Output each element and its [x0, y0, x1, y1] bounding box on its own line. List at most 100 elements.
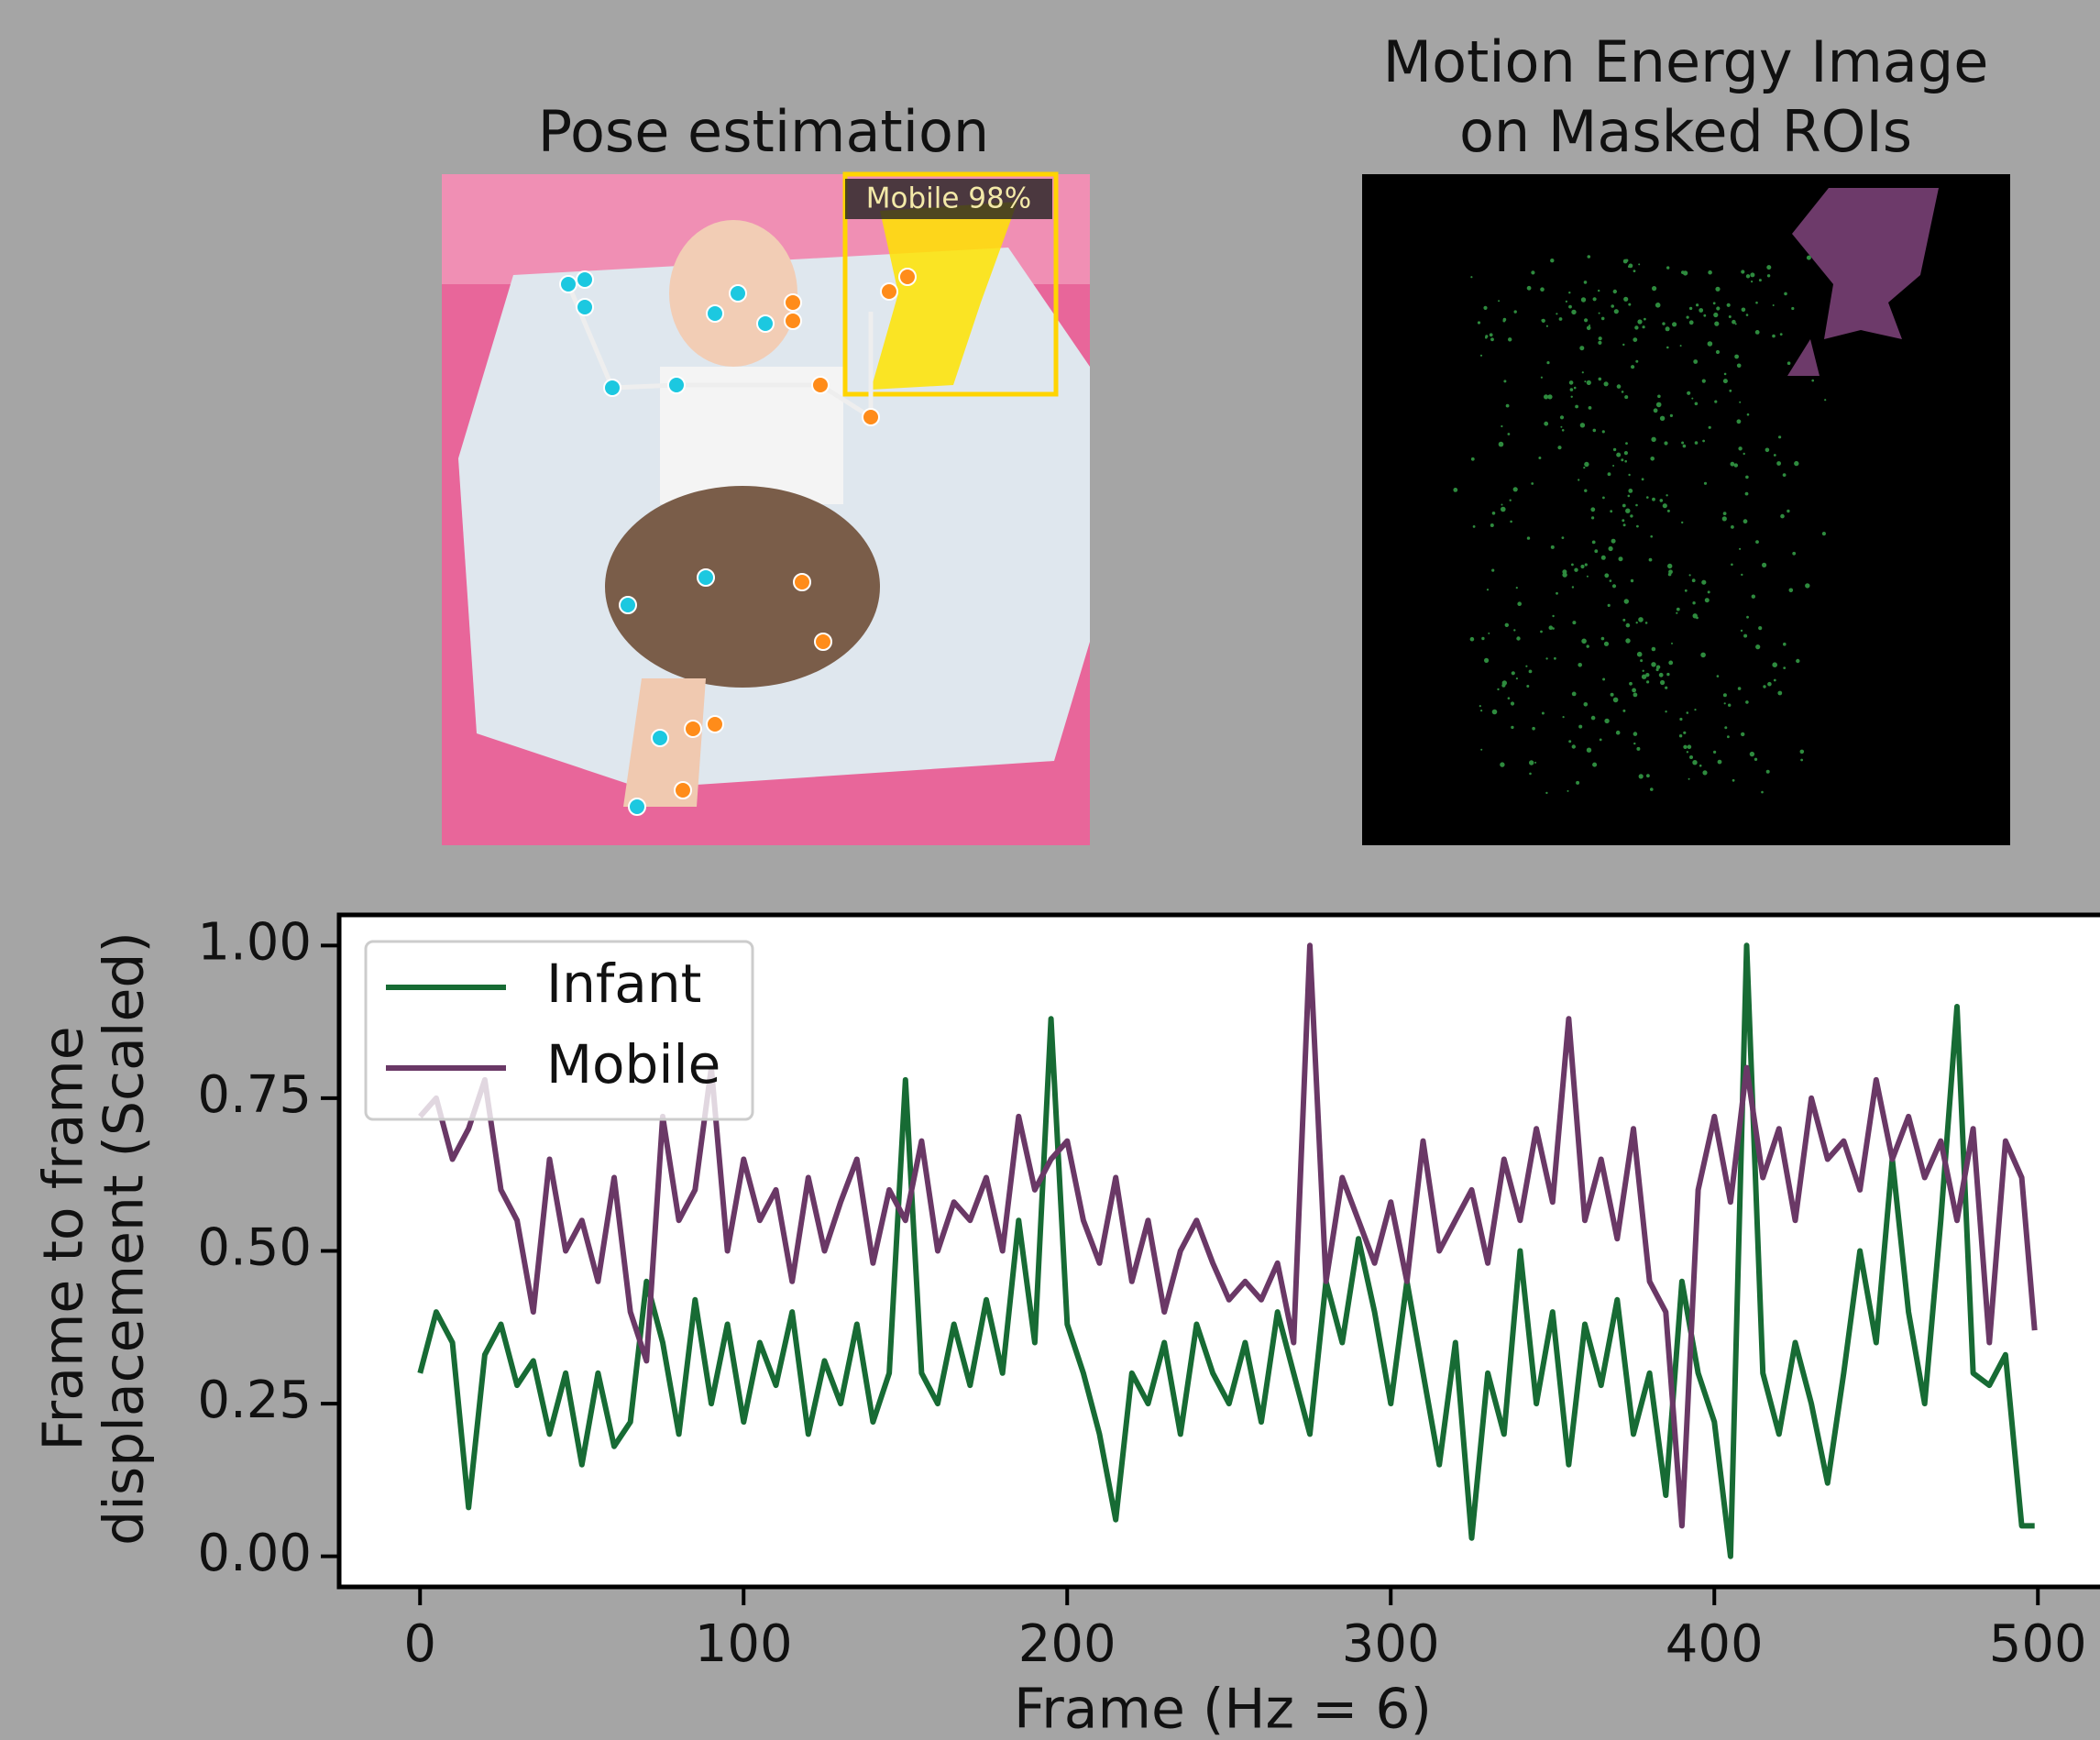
motion-speck [1738, 446, 1743, 451]
motion-speck [1687, 391, 1691, 395]
motion-speck [1584, 563, 1588, 567]
motion-speck [1693, 359, 1699, 364]
motion-speck [1646, 680, 1650, 684]
motion-speck [1586, 747, 1592, 753]
motion-speck [1483, 305, 1488, 310]
motion-speck [1627, 494, 1631, 498]
motion-speck [1544, 421, 1549, 426]
motion-speck [1743, 452, 1745, 456]
motion-speck [1778, 435, 1782, 439]
motion-speck [1554, 656, 1556, 660]
motion-speck [1491, 512, 1496, 515]
y-tick-label: 0.50 [197, 1218, 312, 1278]
motion-speck [1692, 601, 1696, 605]
motion-speck [1583, 702, 1589, 707]
motion-speck [1611, 584, 1617, 589]
motion-speck [1603, 641, 1610, 646]
motion-speck [1659, 415, 1666, 421]
motion-speck [1644, 622, 1648, 624]
motion-speck [1646, 774, 1650, 778]
motion-speck [1762, 562, 1767, 568]
motion-speck [1664, 441, 1668, 446]
motion-speck [1682, 270, 1688, 276]
motion-speck [1671, 642, 1673, 644]
motion-speck [1638, 263, 1641, 266]
motion-speck [1750, 272, 1755, 278]
motion-speck [1716, 675, 1720, 677]
motion-speck [1488, 632, 1490, 634]
motion-speck [1736, 419, 1742, 424]
motion-speck [1633, 692, 1638, 698]
motion-speck [1498, 441, 1504, 447]
motion-speck [1824, 399, 1827, 402]
motion-speck [1581, 638, 1587, 644]
motion-speck [1557, 446, 1562, 450]
motion-speck [1740, 629, 1743, 633]
motion-speck [1676, 607, 1680, 611]
detection-label: Mobile 98% [866, 182, 1031, 215]
motion-speck [1628, 303, 1632, 306]
motion-speck [1615, 730, 1621, 735]
motion-speck [1610, 510, 1613, 513]
motion-speck [1601, 430, 1605, 434]
motion-speck [1722, 512, 1727, 515]
motion-speck [1469, 636, 1475, 642]
motion-speck [1567, 789, 1569, 792]
motion-speck [1672, 322, 1677, 327]
motion-speck [1745, 274, 1751, 279]
motion-speck [1515, 587, 1518, 589]
motion-speck [1746, 413, 1750, 416]
motion-speck [1728, 703, 1732, 707]
motion-speck [1708, 270, 1712, 275]
motion-speck [1715, 349, 1721, 355]
motion-speck [1628, 265, 1631, 269]
motion-speck [1737, 687, 1742, 690]
motion-speck [1708, 425, 1711, 429]
motion-speck [1579, 346, 1585, 351]
motion-speck [1571, 744, 1577, 749]
motion-speck [1657, 394, 1661, 399]
motion-speck [1501, 424, 1503, 428]
motion-speck [1734, 323, 1737, 325]
motion-speck [1586, 380, 1591, 385]
motion-speck [1498, 300, 1501, 303]
panel-title: on Masked ROIs [1459, 98, 1912, 165]
motion-speck [1587, 255, 1591, 259]
motion-speck [1717, 759, 1722, 765]
motion-speck [1668, 569, 1673, 575]
motion-speck [1703, 314, 1707, 317]
motion-speck [1655, 665, 1661, 669]
motion-speck [1540, 287, 1545, 292]
motion-speck [1765, 769, 1770, 774]
motion-speck [1569, 388, 1574, 391]
motion-speck [1502, 317, 1507, 322]
x-tick-label: 500 [1989, 1614, 2087, 1674]
motion-speck [1583, 467, 1586, 469]
motion-speck [1727, 735, 1730, 739]
motion-speck [1724, 726, 1728, 730]
motion-speck [1683, 731, 1687, 734]
motion-speck [1604, 573, 1610, 578]
motion-speck [1526, 285, 1532, 291]
motion-speck [1505, 403, 1510, 408]
x-tick-label: 100 [695, 1614, 793, 1674]
motion-speck [1632, 688, 1636, 693]
motion-speck [1552, 627, 1555, 630]
motion-speck [1580, 297, 1587, 303]
motion-speck [1758, 626, 1763, 631]
motion-speck [1736, 363, 1742, 369]
y-axis-label: Frame to frame [32, 1026, 96, 1450]
panel-title: Motion Energy Image [1383, 28, 1989, 95]
motion-energy-image [1362, 174, 2010, 845]
motion-speck [1787, 509, 1790, 513]
motion-speck [1622, 709, 1626, 712]
motion-speck [1561, 429, 1565, 432]
motion-speck [1631, 365, 1635, 369]
motion-speck [1662, 503, 1667, 509]
motion-speck [1703, 481, 1708, 485]
motion-speck [1491, 568, 1495, 572]
motion-speck [1556, 591, 1558, 595]
motion-speck [1704, 598, 1710, 603]
motion-speck [1622, 523, 1626, 527]
motion-speck [1744, 491, 1749, 496]
